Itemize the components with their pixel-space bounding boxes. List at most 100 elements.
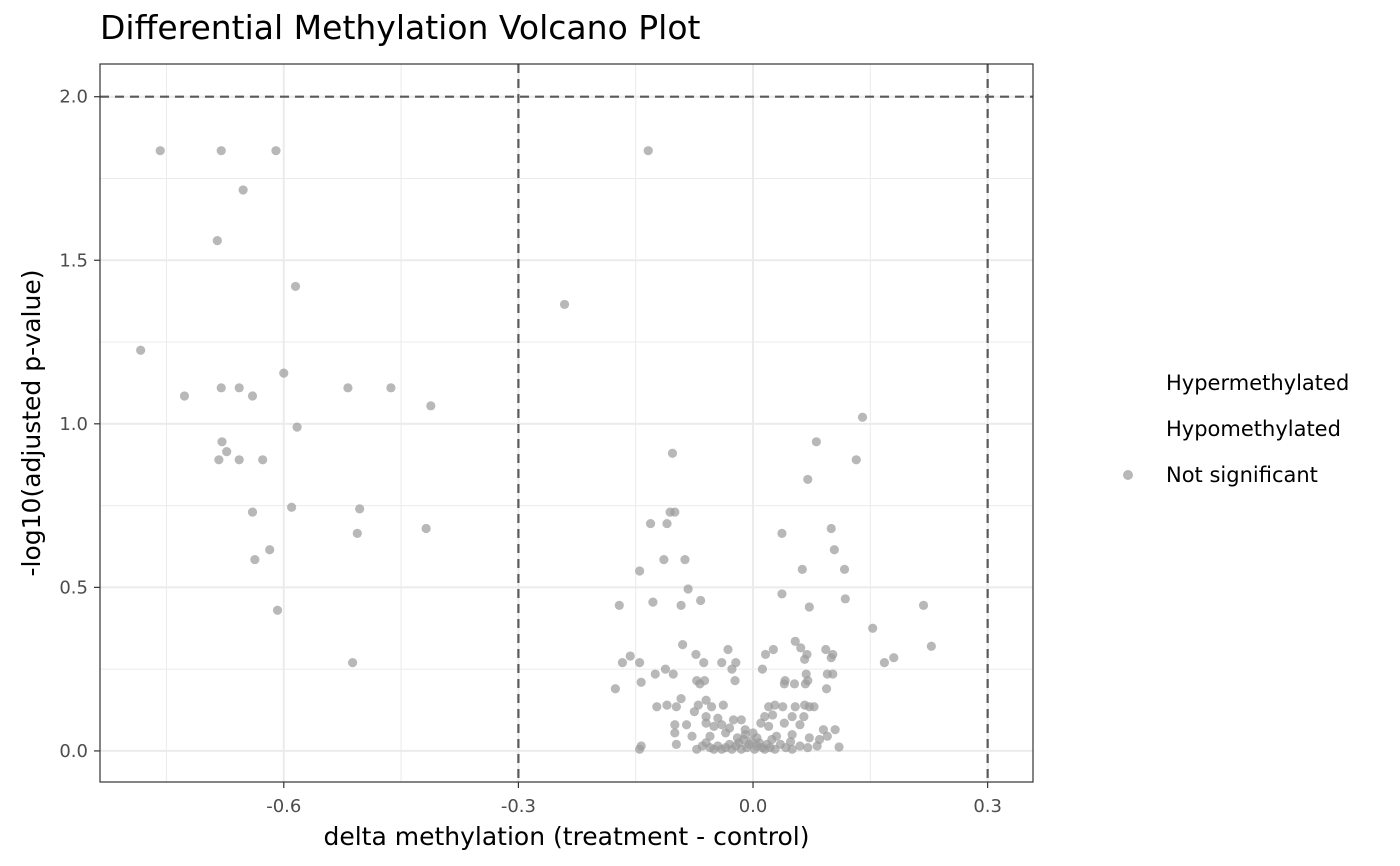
panel-border bbox=[99, 63, 1034, 783]
data-point bbox=[851, 455, 861, 465]
data-point bbox=[789, 679, 800, 689]
data-point bbox=[214, 455, 224, 465]
data-point bbox=[670, 728, 680, 738]
data-point bbox=[265, 545, 275, 555]
data-point bbox=[857, 412, 868, 422]
data-point bbox=[355, 504, 365, 514]
data-point bbox=[247, 507, 258, 517]
data-point bbox=[179, 391, 190, 401]
data-point bbox=[699, 675, 710, 686]
data-point bbox=[426, 401, 436, 411]
data-point bbox=[721, 728, 731, 738]
y-axis: 0.0 0.5 1.0 1.5 2.0 bbox=[59, 87, 100, 762]
data-point bbox=[643, 146, 653, 156]
data-point bbox=[234, 455, 244, 465]
data-point bbox=[829, 545, 839, 555]
data-point bbox=[730, 675, 740, 686]
data-point bbox=[636, 677, 646, 687]
data-point bbox=[764, 721, 774, 731]
data-point bbox=[778, 702, 788, 712]
data-point bbox=[797, 564, 807, 574]
data-point bbox=[636, 741, 646, 751]
data-point bbox=[216, 146, 226, 156]
data-point bbox=[287, 502, 297, 512]
data-point bbox=[709, 721, 719, 731]
data-point bbox=[804, 602, 814, 612]
data-point bbox=[727, 664, 737, 674]
data-point bbox=[787, 711, 797, 722]
data-point bbox=[136, 345, 146, 355]
data-point bbox=[667, 448, 678, 458]
data-point bbox=[676, 600, 686, 610]
data-point bbox=[343, 383, 353, 393]
data-point bbox=[879, 658, 890, 668]
x-tick-label: -0.6 bbox=[266, 796, 301, 817]
data-point bbox=[155, 146, 165, 156]
x-tick-label: 0.0 bbox=[739, 796, 768, 817]
data-point bbox=[610, 684, 620, 694]
data-point bbox=[559, 299, 570, 310]
chart-title: Differential Methylation Volcano Plot bbox=[100, 8, 701, 47]
legend-key-hypermethylated bbox=[1110, 365, 1146, 401]
data-point bbox=[752, 733, 762, 743]
data-point bbox=[777, 589, 787, 599]
data-point bbox=[757, 664, 768, 674]
data-point bbox=[691, 649, 701, 660]
data-point bbox=[216, 383, 226, 393]
data-point bbox=[826, 523, 836, 534]
data-point bbox=[670, 720, 680, 730]
legend-marker-not-significant bbox=[1123, 470, 1133, 480]
x-tick-label: 0.3 bbox=[973, 796, 1002, 817]
data-point bbox=[696, 595, 706, 606]
data-point bbox=[828, 669, 838, 679]
x-axis-title: delta methylation (treatment - control) bbox=[323, 822, 809, 851]
x-axis: -0.6 -0.3 0.0 0.3 bbox=[266, 782, 1002, 817]
data-point bbox=[756, 718, 766, 728]
data-point bbox=[822, 731, 832, 741]
threshold-lines bbox=[100, 64, 1033, 782]
legend-label-hypermethylated: Hypermethylated bbox=[1166, 371, 1350, 395]
data-point bbox=[834, 742, 844, 752]
data-point bbox=[614, 600, 624, 610]
data-point bbox=[728, 715, 739, 725]
data-point bbox=[811, 437, 821, 447]
data-point bbox=[821, 684, 832, 694]
data-point bbox=[787, 744, 797, 754]
data-point bbox=[785, 737, 796, 747]
data-point bbox=[681, 720, 692, 730]
y-tick-label: 1.5 bbox=[59, 250, 88, 271]
data-point bbox=[258, 455, 268, 465]
major-gridlines bbox=[100, 64, 1033, 782]
y-tick-label: 1.0 bbox=[59, 414, 88, 435]
data-point bbox=[790, 702, 800, 712]
data-point bbox=[680, 554, 690, 565]
y-axis-title: -log10(adjusted p-value) bbox=[17, 270, 46, 577]
data-point bbox=[809, 702, 819, 712]
data-point bbox=[796, 643, 806, 653]
data-point bbox=[777, 528, 787, 538]
data-point bbox=[699, 658, 709, 668]
data-point bbox=[671, 702, 681, 712]
data-point bbox=[348, 658, 358, 668]
data-point bbox=[718, 700, 728, 710]
data-point bbox=[352, 528, 362, 538]
data-point bbox=[238, 185, 248, 195]
data-point bbox=[421, 523, 431, 534]
data-point bbox=[812, 741, 822, 751]
data-point bbox=[279, 368, 289, 378]
legend-key-not-significant bbox=[1110, 457, 1146, 493]
data-point bbox=[779, 718, 789, 728]
data-point bbox=[665, 507, 675, 517]
data-point bbox=[635, 658, 645, 668]
x-tick-label: -0.3 bbox=[501, 796, 536, 817]
data-point bbox=[717, 720, 727, 730]
data-point bbox=[868, 623, 878, 633]
data-point bbox=[290, 281, 301, 292]
data-point bbox=[790, 636, 800, 646]
legend-item-hypomethylated: Hypomethylated bbox=[1110, 406, 1349, 452]
data-point bbox=[292, 422, 302, 432]
data-point bbox=[736, 715, 746, 725]
data-point bbox=[787, 729, 797, 740]
data-point bbox=[830, 725, 840, 735]
